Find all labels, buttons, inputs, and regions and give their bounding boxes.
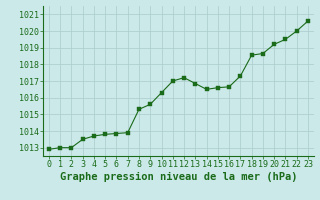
- X-axis label: Graphe pression niveau de la mer (hPa): Graphe pression niveau de la mer (hPa): [60, 172, 297, 182]
